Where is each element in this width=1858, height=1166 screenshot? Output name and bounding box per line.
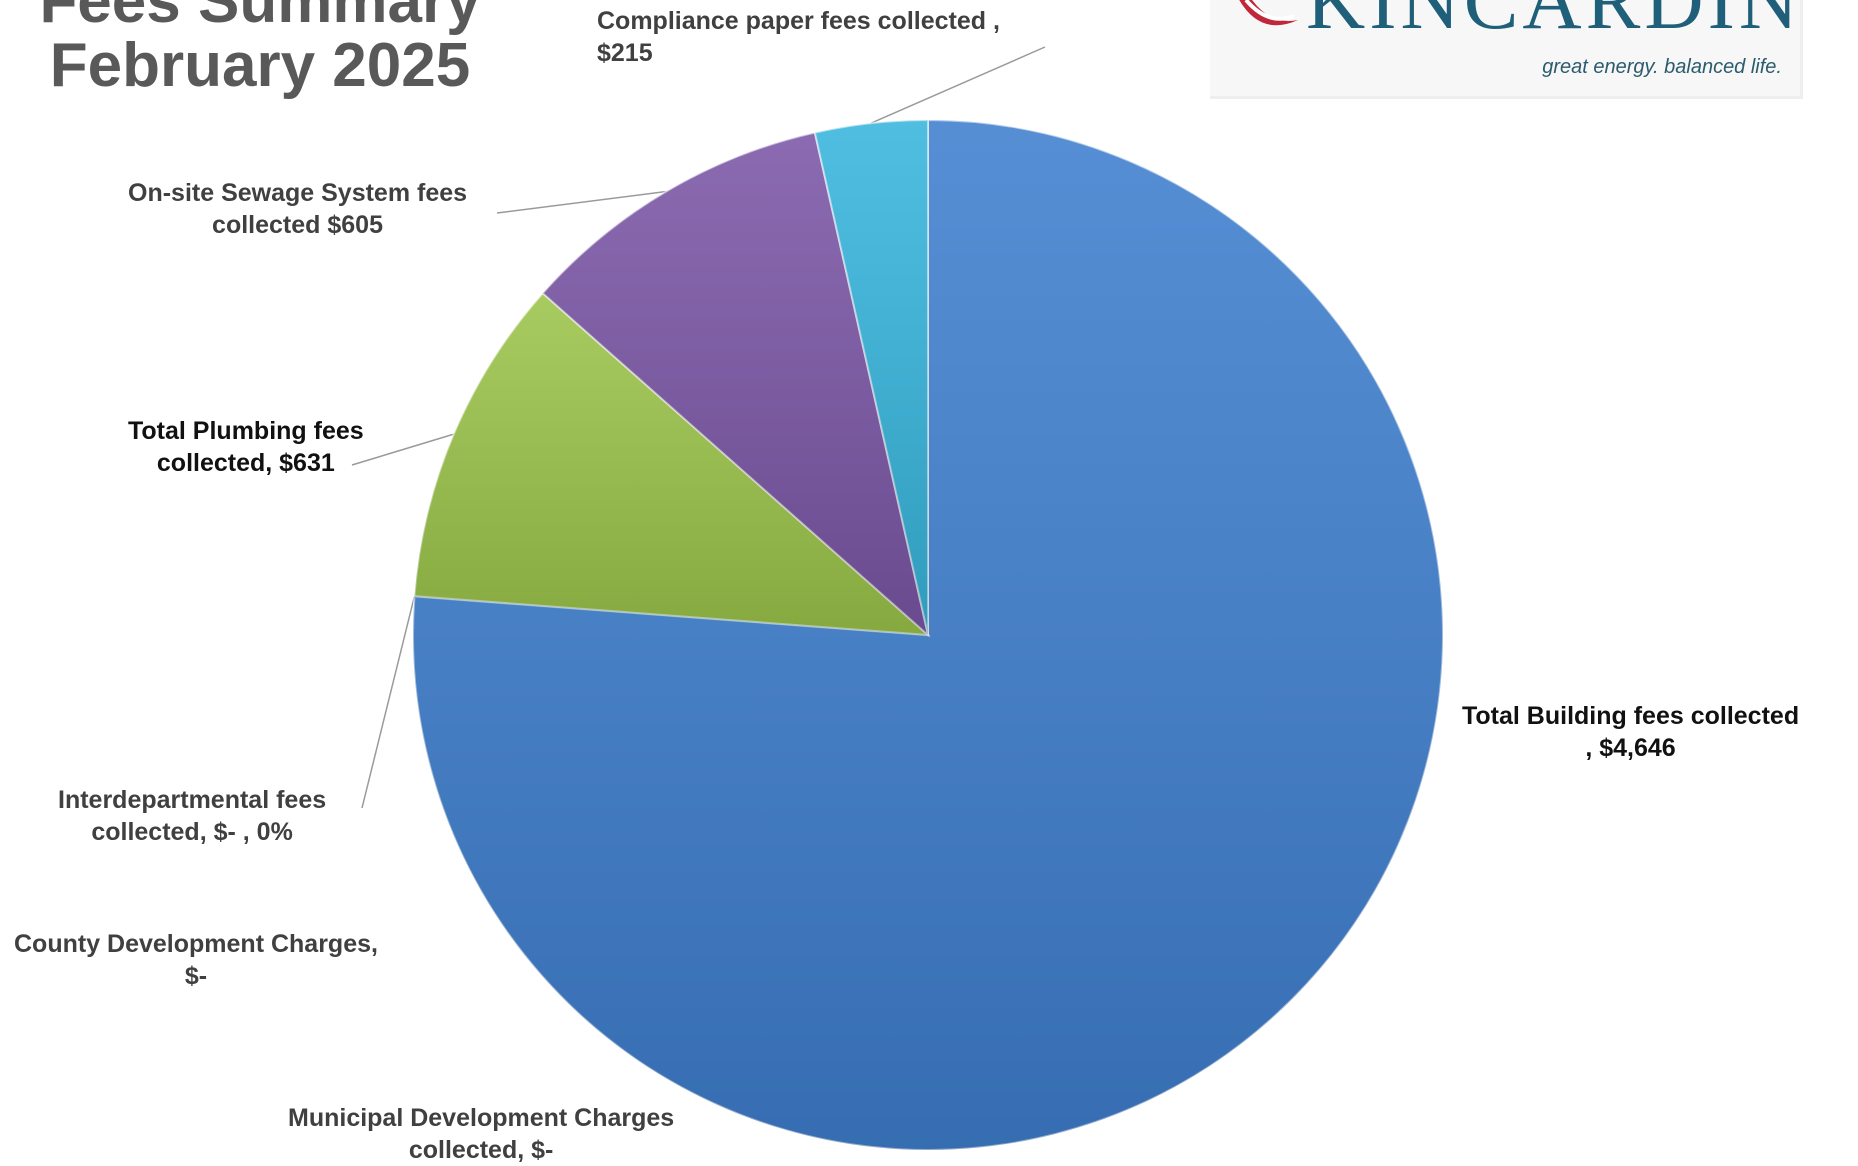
kincardine-logo: KINCARDINE great energy. balanced life.: [1210, 0, 1803, 99]
leader-line-onsite-sewage: [496, 190, 667, 214]
slice-label-compliance-paper: Compliance paper fees collected , $215: [597, 5, 1000, 69]
slice-label-line: collected, $631: [156, 449, 335, 477]
leader-line-compliance-paper: [870, 46, 1046, 124]
slice-label-line: Compliance paper fees collected ,: [597, 7, 1000, 35]
leader-line-interdepartmental: [361, 595, 416, 809]
slice-label-line: collected, $- , 0%: [91, 818, 293, 846]
leader-lines: [351, 46, 1046, 809]
leader-line-total-plumbing: [351, 433, 454, 466]
chart-title-line-1: Fees Summary: [39, 0, 481, 36]
slice-label-total-building: Total Building fees collected , $4,646: [1462, 700, 1799, 764]
slice-label-line: County Development Charges,: [14, 930, 378, 958]
slice-label-line: , $4,646: [1585, 734, 1676, 762]
slice-onsite-sewage-shading: [542, 132, 928, 636]
slice-label-onsite-sewage: On-site Sewage System fees collected $60…: [128, 177, 467, 241]
logo-mark-icon: [1239, 0, 1298, 26]
pie-shading: [413, 120, 1444, 1150]
slice-label-line: $-: [184, 962, 208, 990]
slice-label-line: $215: [597, 39, 653, 67]
slice-label-line: On-site Sewage System fees: [128, 179, 468, 207]
slice-label-line: collected $605: [212, 211, 383, 239]
slice-label-municipal-development: Municipal Development Charges collected,…: [288, 1102, 674, 1166]
slice-label-line: Total Plumbing fees: [128, 417, 364, 445]
chart-title: Fees Summary February 2025: [0, 0, 520, 98]
slice-label-line: collected, $-: [408, 1136, 554, 1164]
slice-label-total-plumbing: Total Plumbing fees collected, $631: [128, 415, 364, 479]
slice-label-line: Interdepartmental fees: [58, 786, 327, 814]
slice-label-line: Total Building fees collected: [1462, 702, 1800, 730]
slice-total-building-shading: [413, 120, 1444, 1150]
chart-title-line-2: February 2025: [49, 31, 471, 100]
slice-label-line: Municipal Development Charges: [288, 1104, 675, 1132]
logo-wordmark: KINCARDINE: [1306, 0, 1803, 46]
slice-compliance-paper-shading: [814, 120, 928, 635]
logo-tagline: great energy. balanced life.: [1542, 56, 1782, 78]
slice-label-interdepartmental: Interdepartmental fees collected, $- , 0…: [58, 784, 326, 848]
slice-label-county-development: County Development Charges, $-: [14, 928, 378, 992]
slice-total-plumbing-shading: [414, 293, 928, 635]
